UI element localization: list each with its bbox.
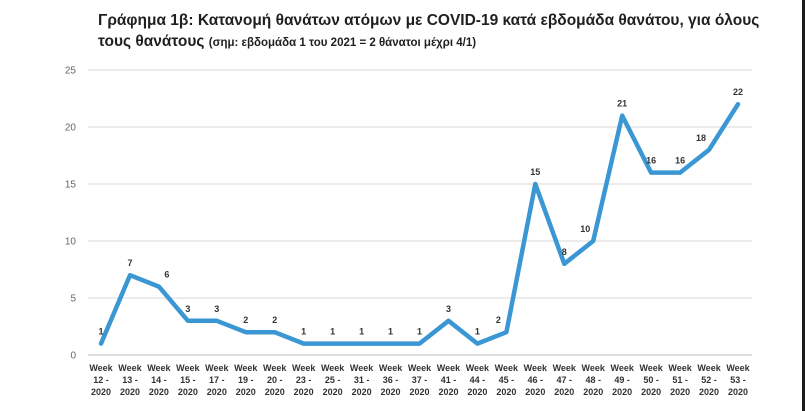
- x-tick-label: Week 23 -2020: [292, 363, 316, 397]
- data-label: 3: [446, 304, 451, 314]
- x-tick-label: Week 51 -2020: [668, 363, 692, 397]
- data-label: 3: [214, 304, 219, 314]
- data-label: 16: [675, 156, 685, 166]
- chart-title-line-2-text: τους θανάτους: [98, 33, 205, 50]
- data-label: 16: [646, 156, 656, 166]
- chart-title: Γράφημα 1β: Κατανομή θανάτων ατόμων με C…: [98, 10, 788, 54]
- chart-title-line-1: Γράφημα 1β: Κατανομή θανάτων ατόμων με C…: [98, 12, 760, 29]
- x-tick-label: Week 12 -2020: [89, 363, 113, 397]
- y-axis: 0 5 10 15 20 25: [65, 66, 77, 362]
- series-deaths: [98, 101, 741, 346]
- chart-title-line-2: τους θανάτους (σημ: εβδομάδα 1 του 2021 …: [98, 31, 788, 54]
- data-label: 1: [301, 327, 306, 337]
- data-label: 18: [696, 133, 706, 143]
- x-tick-label: Week 36 -2020: [379, 363, 403, 397]
- x-tick-label: Week 25 -2020: [321, 363, 345, 397]
- x-tick-label: Week 41 -2020: [437, 363, 461, 397]
- series-line: [98, 101, 741, 346]
- x-tick-label: Week 48 -2020: [582, 363, 606, 397]
- data-label: 3: [185, 304, 190, 314]
- x-tick-label: Week 13 -2020: [118, 363, 142, 397]
- data-label: 8: [562, 247, 567, 257]
- data-label: 2: [243, 315, 248, 325]
- x-tick-label: Week 14 -2020: [147, 363, 171, 397]
- x-tick-label: Week 37 -2020: [408, 363, 432, 397]
- x-tick-label: Week 47 -2020: [553, 363, 577, 397]
- y-tick-label: 0: [70, 351, 76, 362]
- y-tick-label: 15: [65, 180, 77, 191]
- x-tick-label: Week 44 -2020: [466, 363, 490, 397]
- data-label: 6: [164, 270, 169, 280]
- window-edge: [802, 0, 805, 411]
- x-tick-label: Week 50 -2020: [639, 363, 663, 397]
- gridlines: [88, 69, 752, 356]
- data-label: 1: [417, 327, 422, 337]
- x-tick-label: Week 15 -2020: [176, 363, 200, 397]
- x-tick-label: Week 52 -2020: [697, 363, 721, 397]
- y-tick-label: 20: [65, 123, 77, 134]
- x-tick-label: Week 45 -2020: [495, 363, 519, 397]
- x-tick-label: Week 53 -2020: [726, 363, 750, 397]
- data-label: 1: [98, 327, 103, 337]
- y-tick-label: 25: [65, 66, 77, 77]
- data-label: 1: [359, 327, 364, 337]
- y-tick-label: 10: [65, 237, 77, 248]
- data-label: 21: [617, 99, 627, 109]
- data-label: 1: [388, 327, 393, 337]
- data-label: 2: [496, 315, 501, 325]
- data-label: 15: [530, 167, 540, 177]
- data-label: 22: [733, 87, 743, 97]
- x-tick-label: Week 31 -2020: [350, 363, 374, 397]
- x-tick-label: Week 20 -2020: [263, 363, 287, 397]
- data-label: 7: [127, 258, 132, 268]
- x-tick-label: Week 49 -2020: [611, 363, 635, 397]
- x-tick-label: Week 19 -2020: [234, 363, 258, 397]
- chart-note: (σημ: εβδομάδα 1 του 2021 = 2 θάνατοι μέ…: [208, 37, 477, 49]
- data-label: 1: [475, 327, 480, 337]
- x-tick-label: Week 46 -2020: [524, 363, 548, 397]
- data-label: 1: [330, 327, 335, 337]
- y-tick-label: 5: [70, 294, 76, 305]
- x-tick-label: Week 17 -2020: [205, 363, 229, 397]
- data-label: 2: [272, 315, 277, 325]
- data-label: 10: [580, 224, 590, 234]
